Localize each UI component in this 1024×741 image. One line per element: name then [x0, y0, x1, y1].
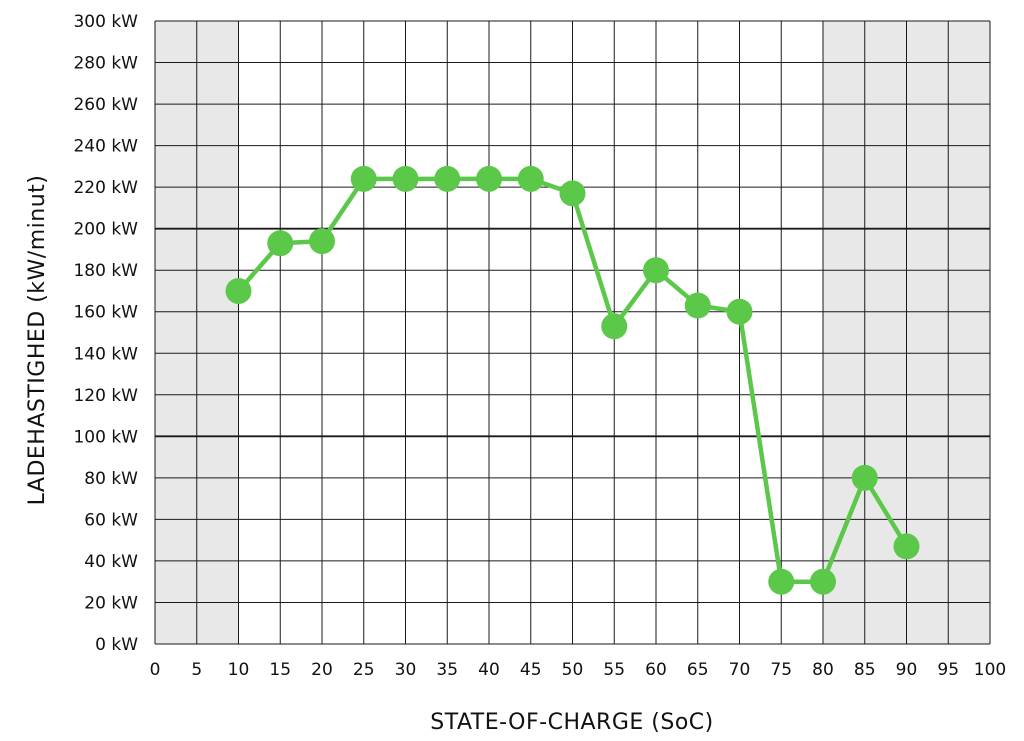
x-tick-label: 65 — [687, 660, 709, 680]
y-tick-label: 180 kW — [73, 261, 138, 281]
x-tick-label: 75 — [770, 660, 792, 680]
x-tick-label: 50 — [562, 660, 584, 680]
series-layer — [225, 165, 920, 595]
data-point — [851, 464, 878, 491]
x-tick-label: 5 — [191, 660, 202, 680]
x-tick-label: 85 — [854, 660, 876, 680]
y-tick-label: 80 kW — [84, 469, 138, 489]
data-point — [225, 277, 252, 304]
y-tick-label: 280 kW — [73, 54, 138, 74]
data-point — [810, 568, 836, 595]
data-point — [559, 180, 586, 207]
y-tick-label: 160 kW — [73, 303, 138, 323]
data-point — [893, 533, 920, 560]
y-tick-label: 20 kW — [84, 593, 138, 613]
x-tick-label: 60 — [645, 660, 667, 680]
y-tick-label: 60 kW — [84, 510, 138, 530]
y-axis-label: LADEHASTIGHED (kW/minut) — [25, 175, 50, 506]
y-tick-label: 140 kW — [73, 344, 138, 364]
data-point — [350, 165, 377, 192]
data-point — [392, 165, 419, 192]
x-tick-label: 0 — [150, 660, 161, 680]
x-tick-label: 95 — [937, 660, 959, 680]
y-tick-label: 260 kW — [73, 95, 138, 115]
data-point — [309, 228, 335, 255]
x-tick-label: 20 — [311, 660, 333, 680]
data-point — [476, 165, 502, 192]
y-tick-label: 220 kW — [73, 178, 138, 198]
x-tick-label: 100 — [974, 660, 1006, 680]
x-tick-label: 80 — [812, 660, 834, 680]
x-tick-label: 15 — [269, 660, 291, 680]
y-tick-label: 40 kW — [84, 552, 138, 572]
data-point — [643, 257, 669, 284]
data-point — [517, 165, 544, 192]
x-axis-label: STATE-OF-CHARGE (SoC) — [430, 710, 713, 735]
data-point — [726, 298, 753, 325]
x-tick-label: 10 — [228, 660, 250, 680]
grid — [154, 20, 991, 645]
x-tick-label: 35 — [436, 660, 458, 680]
data-point — [434, 165, 461, 192]
data-point — [267, 230, 294, 257]
data-point — [684, 292, 711, 319]
y-tick-label: 120 kW — [73, 386, 138, 406]
x-tick-label: 45 — [520, 660, 542, 680]
x-tick-label: 30 — [395, 660, 417, 680]
data-point — [601, 313, 628, 340]
y-tick-label: 240 kW — [73, 137, 138, 157]
y-tick-label: 200 kW — [73, 220, 138, 240]
data-point — [768, 568, 795, 595]
x-tick-label: 40 — [478, 660, 500, 680]
x-tick-labels: 0 5 10 15 20 25 30 35 40 45 50 55 60 65 70 75 80 85 90 95 10… — [150, 660, 1007, 680]
x-tick-label: 25 — [353, 660, 375, 680]
y-tick-labels: 0 kW 20 kW 40 kW 60 kW 80 kW 100 kW 120 kW 140 … — [73, 12, 138, 655]
y-tick-label: 100 kW — [73, 427, 138, 447]
x-tick-label: 90 — [896, 660, 918, 680]
y-tick-label: 0 kW — [95, 635, 138, 655]
x-tick-label: 55 — [603, 660, 625, 680]
y-tick-label: 300 kW — [73, 12, 138, 32]
x-tick-label: 70 — [729, 660, 751, 680]
